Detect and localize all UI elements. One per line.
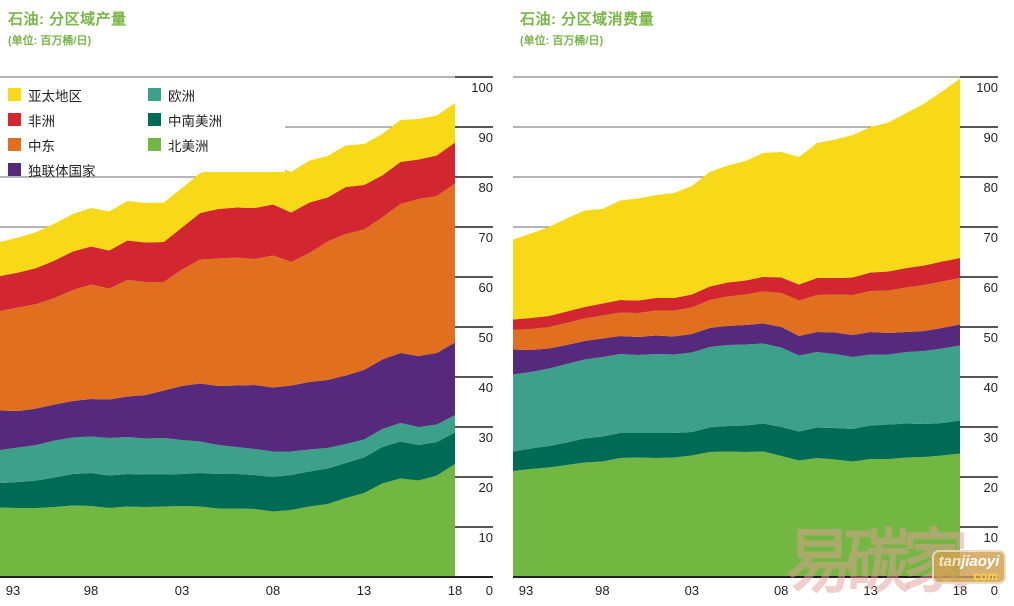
y-tick-label-20: 20 (479, 480, 493, 495)
y-tick-label-100: 100 (976, 80, 998, 95)
legend-label: 非洲 (28, 113, 55, 129)
y-tick-label-90: 90 (479, 130, 493, 145)
legend-item-5: 欧洲 (148, 82, 285, 107)
y-tick-label-30: 30 (984, 430, 998, 445)
legend-item-3: 中东 (8, 132, 148, 157)
consumption-chart: 10 20 30 40 50 60 70 80 90 100 93 98 03 08 13 18 0 (513, 72, 1005, 602)
area-中东 (0, 183, 455, 411)
production-chart-unit: (单位: 百万桶/日) (8, 35, 92, 47)
consumption-chart-header: 石油: 分区域消费量 (单位: 百万桶/日) (520, 8, 654, 48)
legend-label: 中南美洲 (168, 113, 222, 129)
legend: 亚太地区非洲中东独联体国家 欧洲中南美洲北美洲 (0, 80, 285, 179)
production-chart: 10 20 30 40 50 60 70 80 90 100 93 98 03 08 13 18 0 (0, 72, 500, 602)
x-tick-label-93: 93 (519, 583, 533, 598)
legend-swatch (148, 113, 161, 126)
area-亚太地区 (0, 103, 455, 276)
x-tick-label-13: 13 (863, 583, 877, 598)
x-tick-label-08: 08 (774, 583, 788, 598)
area-中东 (513, 278, 960, 350)
legend-label: 北美洲 (168, 138, 209, 154)
legend-item-1: 亚太地区 (8, 82, 148, 107)
production-chart-header: 石油: 分区域产量 (单位: 百万桶/日) (8, 8, 127, 48)
area-非洲 (513, 258, 960, 330)
legend-swatch (8, 113, 21, 126)
legend-item-4: 独联体国家 (8, 157, 148, 182)
y-tick-label-60: 60 (479, 280, 493, 295)
x-tick-label-03: 03 (685, 583, 699, 598)
x-tick-label-03: 03 (175, 583, 189, 598)
x-tick-label-18: 18 (448, 583, 462, 598)
area-独联体国家 (0, 342, 455, 452)
area-北美洲 (0, 464, 455, 577)
y-tick-label-0: 0 (991, 583, 998, 598)
y-tick-label-100: 100 (471, 80, 493, 95)
legend-item-2: 非洲 (8, 107, 148, 132)
area-欧洲 (0, 415, 455, 483)
consumption-chart-unit: (单位: 百万桶/日) (520, 35, 604, 47)
area-亚太地区 (513, 78, 960, 320)
area-中南美洲 (513, 420, 960, 471)
y-tick-label-40: 40 (479, 380, 493, 395)
production-chart-title: 石油: 分区域产量 (8, 11, 127, 28)
legend-swatch (8, 163, 21, 176)
area-北美洲 (513, 451, 960, 577)
legend-swatch (148, 138, 161, 151)
x-tick-label-08: 08 (266, 583, 280, 598)
legend-item-7: 北美洲 (148, 132, 285, 157)
y-tick-label-90: 90 (984, 130, 998, 145)
y-tick-label-40: 40 (984, 380, 998, 395)
legend-label: 中东 (28, 138, 55, 154)
area-非洲 (0, 142, 455, 311)
consumption-chart-canvas: 10 20 30 40 50 60 70 80 90 100 93 98 03 08 13 18 0 (513, 76, 998, 598)
legend-swatch (148, 88, 161, 101)
x-tick-label-18: 18 (953, 583, 967, 598)
legend-item-6: 中南美洲 (148, 107, 285, 132)
y-tick-label-60: 60 (984, 280, 998, 295)
x-tick-label-98: 98 (595, 583, 609, 598)
y-tick-label-50: 50 (479, 330, 493, 345)
legend-swatch (8, 138, 21, 151)
y-tick-label-30: 30 (479, 430, 493, 445)
area-中南美洲 (0, 432, 455, 512)
x-tick-label-93: 93 (6, 583, 20, 598)
consumption-chart-title: 石油: 分区域消费量 (520, 11, 655, 28)
legend-label: 欧洲 (168, 88, 195, 104)
y-tick-label-50: 50 (984, 330, 998, 345)
area-欧洲 (513, 343, 960, 452)
x-tick-label-98: 98 (84, 583, 98, 598)
legend-label: 亚太地区 (28, 88, 82, 104)
area-独联体国家 (513, 323, 960, 375)
y-tick-label-0: 0 (486, 583, 493, 598)
production-chart-canvas: 10 20 30 40 50 60 70 80 90 100 93 98 03 08 13 18 0 (0, 76, 493, 598)
y-tick-label-70: 70 (479, 230, 493, 245)
y-tick-label-80: 80 (479, 180, 493, 195)
y-tick-label-70: 70 (984, 230, 998, 245)
y-tick-label-10: 10 (984, 530, 998, 545)
y-tick-label-80: 80 (984, 180, 998, 195)
legend-label: 独联体国家 (28, 163, 96, 179)
x-tick-label-13: 13 (357, 583, 371, 598)
legend-swatch (8, 88, 21, 101)
y-tick-label-20: 20 (984, 480, 998, 495)
y-tick-label-10: 10 (479, 530, 493, 545)
